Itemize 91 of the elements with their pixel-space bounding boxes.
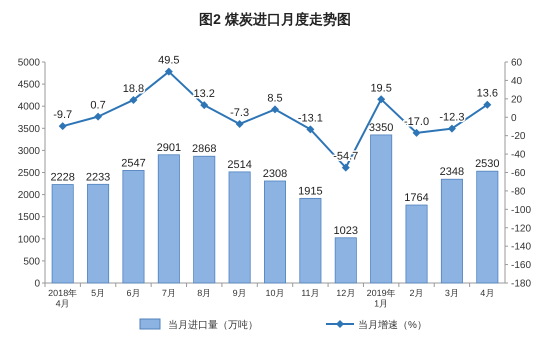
data-label: -7.3 <box>230 106 250 119</box>
x-tick-label: 5月 <box>91 288 106 298</box>
y2-tick-label: 20 <box>511 94 523 106</box>
point <box>236 120 244 128</box>
x-tick-label: 10月 <box>265 288 285 298</box>
y2-tick-label: -100 <box>511 204 532 216</box>
x-tick-label: 12月 <box>336 288 356 298</box>
y2-tick-label: -40 <box>511 150 526 161</box>
bar <box>299 198 322 284</box>
point <box>483 100 492 109</box>
x-tick-label: 4月 <box>480 288 494 298</box>
bar <box>193 156 216 284</box>
bar <box>264 180 286 284</box>
data-label: 2308 <box>262 168 288 180</box>
y2-tick-label: -140 <box>511 242 532 253</box>
point <box>448 124 456 133</box>
y-tick-label: 0 <box>34 278 40 290</box>
x-tick-label: 9月 <box>232 288 247 298</box>
data-label: 2547 <box>121 157 146 170</box>
x-tick-label: 7月 <box>162 288 176 298</box>
y-tick-label: 1500 <box>18 212 40 224</box>
data-label: 49.5 <box>158 54 180 67</box>
x-tick-label: 11月 <box>301 288 320 298</box>
data-label: -13.1 <box>298 112 323 124</box>
data-label: -12.3 <box>439 112 464 124</box>
data-label: 2901 <box>156 142 182 154</box>
data-label: 2530 <box>475 158 500 170</box>
y-tick-label: 1000 <box>18 234 40 246</box>
bar <box>122 170 144 284</box>
x-tick-label: 6月 <box>126 288 140 298</box>
bar <box>370 134 392 284</box>
x-tick-label: 2018年 4月 <box>48 288 78 308</box>
x-tick-label: 3月 <box>444 288 459 298</box>
point <box>94 112 102 121</box>
data-label: 2228 <box>50 172 75 184</box>
point <box>271 105 279 114</box>
bar <box>334 237 357 284</box>
data-label: 2868 <box>192 143 216 156</box>
y2-tick-label: -60 <box>511 168 526 179</box>
point <box>412 128 421 137</box>
data-label: 2514 <box>227 158 252 171</box>
bar <box>406 204 428 284</box>
data-label: 2348 <box>440 166 464 178</box>
point <box>58 122 67 130</box>
data-label: 1023 <box>334 224 358 237</box>
x-tick-label: 2月 <box>410 288 424 298</box>
data-label: 8.5 <box>267 92 283 104</box>
legend-label: 当月进口量（万吨） <box>168 319 258 331</box>
chart-title: 图2 煤炭进口月度走势图 <box>199 11 351 27</box>
y-tick-label: 4500 <box>18 80 40 91</box>
data-label: 2233 <box>86 171 110 184</box>
y-tick-label: 3000 <box>18 146 40 157</box>
y2-tick-label: -20 <box>511 131 526 142</box>
legend-label: 当月增速（%） <box>358 319 427 331</box>
bar <box>52 184 74 284</box>
data-label: -17.0 <box>404 116 430 128</box>
y2-tick-label: -80 <box>511 186 526 198</box>
x-tick-label: 2019年 1月 <box>366 288 396 308</box>
y2-tick-label: -180 <box>511 278 532 290</box>
y-tick-label: 5000 <box>18 58 40 68</box>
y-tick-label: 2500 <box>18 168 40 179</box>
y2-tick-label: 60 <box>511 58 523 68</box>
bar <box>87 184 110 284</box>
y-tick-label: 2000 <box>18 190 40 202</box>
y-tick-label: 3500 <box>18 124 40 135</box>
y2-tick-label: -160 <box>511 260 532 272</box>
point <box>129 96 138 104</box>
data-label: 13.6 <box>476 88 498 100</box>
bar <box>476 170 498 284</box>
y-tick-label: 500 <box>23 256 40 268</box>
y2-tick-label: 40 <box>511 76 523 87</box>
point <box>164 68 173 76</box>
bar <box>158 154 180 284</box>
y2-tick-label: 0 <box>511 112 517 124</box>
bar <box>228 171 251 284</box>
data-label: 0.7 <box>90 100 106 112</box>
x-tick-label: 8月 <box>197 288 212 298</box>
y-tick-label: 4000 <box>18 102 40 113</box>
data-label: 1764 <box>404 192 429 204</box>
point <box>377 95 386 104</box>
data-label: 13.2 <box>194 88 215 100</box>
data-label: -9.7 <box>53 109 72 122</box>
point <box>342 164 350 172</box>
bar <box>440 178 463 284</box>
point <box>200 101 208 110</box>
y2-tick-label: -120 <box>511 223 532 234</box>
point <box>306 125 314 134</box>
data-label: 18.8 <box>122 82 144 95</box>
data-label: 19.5 <box>370 82 392 94</box>
data-label: 3350 <box>368 122 394 134</box>
data-label: 1915 <box>298 185 323 198</box>
